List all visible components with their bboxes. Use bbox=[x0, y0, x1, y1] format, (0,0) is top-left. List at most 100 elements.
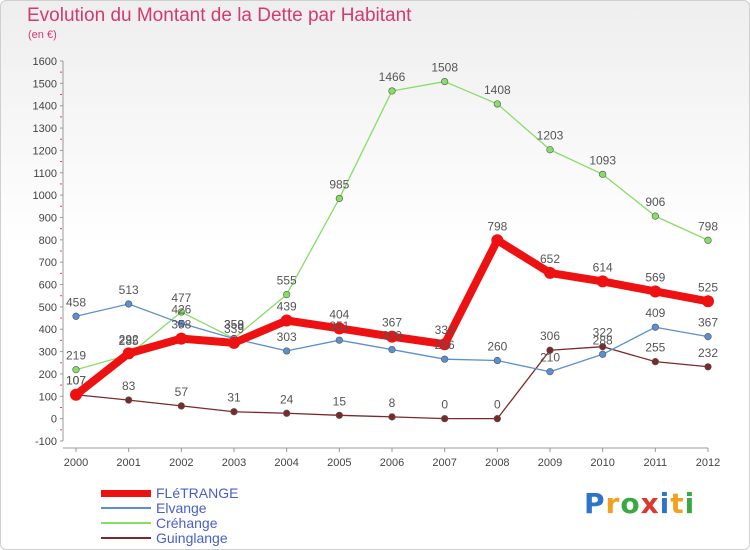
y-tick-label: 1600 bbox=[33, 56, 57, 68]
data-label: 906 bbox=[645, 195, 665, 209]
data-label: 24 bbox=[280, 392, 294, 406]
x-tick-label: 2007 bbox=[432, 457, 456, 469]
data-point bbox=[388, 87, 396, 95]
data-point bbox=[599, 343, 607, 351]
data-point bbox=[546, 368, 554, 376]
data-label: 426 bbox=[171, 302, 191, 316]
data-label: 358 bbox=[171, 318, 191, 332]
data-point bbox=[546, 346, 554, 354]
data-label: 339 bbox=[224, 322, 244, 336]
legend-item: FLéTRANGE bbox=[101, 486, 301, 501]
logo-letter: o bbox=[620, 487, 641, 520]
logo-letter: t bbox=[670, 487, 685, 520]
data-label: 107 bbox=[66, 374, 86, 388]
data-label: 1466 bbox=[379, 70, 406, 84]
legend-label: Elvange bbox=[156, 500, 207, 516]
data-label: 458 bbox=[66, 295, 86, 309]
data-point bbox=[596, 275, 609, 288]
data-label: 288 bbox=[593, 333, 613, 347]
x-tick-label: 2005 bbox=[327, 457, 351, 469]
data-point bbox=[72, 312, 80, 320]
logo-letter: i bbox=[684, 487, 696, 520]
legend-label: Créhange bbox=[156, 515, 218, 531]
data-point bbox=[230, 408, 238, 416]
data-point bbox=[177, 402, 185, 410]
data-point bbox=[493, 100, 501, 108]
data-label: 255 bbox=[645, 341, 665, 355]
data-point bbox=[491, 234, 504, 247]
y-tick-label: 900 bbox=[39, 212, 57, 224]
data-label: 232 bbox=[698, 346, 718, 360]
data-label: 322 bbox=[593, 326, 613, 340]
y-tick-label: -100 bbox=[35, 436, 57, 448]
logo-letter: r bbox=[605, 487, 621, 520]
x-tick-label: 2003 bbox=[222, 457, 246, 469]
data-label: 614 bbox=[593, 260, 613, 274]
data-point bbox=[702, 295, 714, 308]
x-tick-label: 2000 bbox=[64, 457, 88, 469]
data-label: 309 bbox=[382, 329, 402, 343]
data-label: 798 bbox=[487, 219, 507, 233]
y-tick-label: 1100 bbox=[33, 168, 57, 180]
y-tick-label: 200 bbox=[39, 369, 57, 381]
data-label: 260 bbox=[487, 340, 507, 354]
x-tick-label: 2011 bbox=[644, 457, 668, 469]
y-tick-label: 1300 bbox=[33, 123, 57, 135]
y-tick-label: 500 bbox=[39, 302, 57, 314]
data-label: 409 bbox=[645, 306, 665, 320]
data-label: 15 bbox=[333, 394, 347, 408]
data-point bbox=[125, 300, 133, 308]
logo-letter: i bbox=[659, 487, 671, 520]
proxiti-logo: Proxiti bbox=[584, 487, 695, 520]
chart-subtitle: (en €) bbox=[28, 29, 57, 41]
y-tick-label: 1400 bbox=[33, 101, 57, 113]
data-label: 798 bbox=[698, 219, 718, 233]
data-label: 359 bbox=[224, 317, 244, 331]
x-tick-label: 2002 bbox=[169, 457, 193, 469]
data-label: 0 bbox=[441, 398, 448, 412]
data-point bbox=[441, 77, 449, 86]
data-label: 404 bbox=[329, 307, 349, 321]
data-point bbox=[441, 415, 449, 423]
legend-swatch bbox=[101, 522, 151, 524]
logo-letter: P bbox=[584, 487, 606, 520]
y-tick-label: 1000 bbox=[33, 190, 57, 202]
legend-swatch bbox=[101, 507, 151, 509]
data-label: 439 bbox=[277, 300, 297, 314]
legend-swatch bbox=[101, 490, 151, 497]
data-point bbox=[283, 290, 291, 299]
data-label: 0 bbox=[494, 398, 501, 412]
data-label: 985 bbox=[329, 177, 349, 191]
x-tick-label: 2001 bbox=[116, 457, 140, 469]
data-point bbox=[493, 415, 501, 423]
data-label: 367 bbox=[382, 316, 402, 330]
data-point bbox=[599, 350, 607, 358]
logo-letter: x bbox=[640, 487, 660, 520]
data-label: 210 bbox=[540, 351, 560, 365]
x-tick-label: 2006 bbox=[380, 457, 404, 469]
data-label: 266 bbox=[435, 338, 455, 352]
data-label: 351 bbox=[329, 319, 349, 333]
data-label: 525 bbox=[698, 280, 718, 294]
data-label: 333 bbox=[435, 323, 455, 337]
data-point bbox=[651, 358, 659, 366]
data-label: 367 bbox=[698, 316, 718, 330]
legend-label: Guinglange bbox=[156, 530, 228, 546]
x-tick-label: 2009 bbox=[538, 457, 562, 469]
data-label: 303 bbox=[277, 330, 297, 344]
data-label: 1508 bbox=[431, 61, 458, 75]
data-label: 31 bbox=[227, 391, 241, 405]
legend-item: Guinglange bbox=[101, 531, 301, 546]
data-point bbox=[649, 285, 662, 298]
data-label: 477 bbox=[171, 291, 191, 305]
y-tick-label: 1500 bbox=[33, 78, 57, 90]
data-label: 513 bbox=[119, 283, 139, 297]
data-label: 8 bbox=[389, 396, 396, 410]
legend-item: Créhange bbox=[101, 516, 301, 531]
data-point bbox=[177, 308, 185, 316]
data-label: 57 bbox=[175, 385, 189, 399]
data-label: 306 bbox=[540, 329, 560, 343]
data-point bbox=[704, 333, 712, 341]
